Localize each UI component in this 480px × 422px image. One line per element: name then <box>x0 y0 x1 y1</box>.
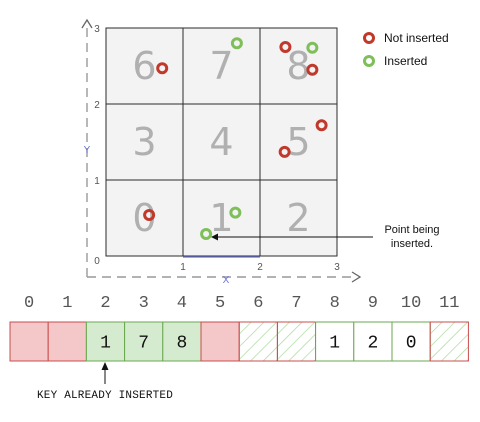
grid-cell-2 <box>259 179 338 257</box>
grid-cell-6 <box>105 27 184 105</box>
already-inserted-caption: KEY ALREADY INSERTED <box>37 390 173 402</box>
array-index-label: 2 <box>100 294 110 313</box>
array-index-label: 10 <box>401 294 421 313</box>
array-slot-hatched <box>238 321 278 362</box>
x-tick-label: 1 <box>180 262 186 273</box>
grid-cell-1 <box>182 179 261 257</box>
array-index-label: 1 <box>62 294 72 313</box>
grid-cell-number: 6 <box>132 44 156 88</box>
grid-cell-8 <box>259 27 338 105</box>
array-slot-key: 8 <box>176 334 187 354</box>
array-slot-key: 0 <box>406 334 417 354</box>
grid-cell-number: 5 <box>286 120 310 164</box>
y-tick-label: 2 <box>94 100 100 111</box>
legend-not-inserted-marker <box>363 32 375 44</box>
array-index-label: 5 <box>215 294 225 313</box>
point-being-inserted <box>200 227 213 240</box>
inserted-point <box>230 37 243 50</box>
legend: Not inserted Inserted <box>363 31 449 68</box>
inserted-point <box>229 206 242 219</box>
not-inserted-point <box>156 62 169 75</box>
hash-array: 0 1 2 3 4 5 6 7 8 9 10 111 7 8 1 2 0 <box>9 294 469 362</box>
y-axis-label: Y <box>84 145 91 156</box>
annotation-arrow-head <box>211 233 218 241</box>
grid-cell-number: 3 <box>132 120 156 164</box>
array-slot-green <box>162 321 202 362</box>
x-tick-label: 3 <box>334 262 340 273</box>
legend-inserted-marker <box>363 55 375 67</box>
grid-cell-number: 7 <box>209 44 233 88</box>
x-axis-arrow <box>351 271 362 283</box>
not-inserted-point <box>306 63 319 76</box>
array-index-label: 8 <box>330 294 340 313</box>
array-slot-green <box>124 321 164 362</box>
y-tick-label: 1 <box>94 176 100 187</box>
y-tick-label: 3 <box>94 24 100 35</box>
origin-label: 0 <box>94 256 100 267</box>
array-slot-hatched <box>276 321 317 362</box>
array-slot-key: 1 <box>100 334 111 354</box>
array-slot-empty <box>353 321 393 362</box>
array-slot-red <box>9 321 49 362</box>
annotation-line-1: Point being <box>384 224 439 236</box>
grid-cell-7 <box>182 27 261 105</box>
array-index-label: 9 <box>368 294 378 313</box>
legend-not-inserted-label: Not inserted <box>384 31 449 45</box>
inserted-point <box>306 41 319 54</box>
legend-inserted-label: Inserted <box>384 54 427 68</box>
y-axis-arrow <box>81 18 93 29</box>
x-axis-label: X <box>223 275 230 286</box>
array-slot-key: 2 <box>367 334 378 354</box>
array-index-label: 3 <box>139 294 149 313</box>
already-inserted-callout: KEY ALREADY INSERTED <box>37 362 173 402</box>
grid-axes: 0 1 2 3 3 2 1 X Y <box>81 18 362 286</box>
insert-annotation: Point being inserted. <box>211 224 440 250</box>
grid-cell-number: 1 <box>209 196 233 240</box>
array-slot-red <box>47 321 87 362</box>
not-inserted-point <box>143 208 156 221</box>
array-slot-key: 1 <box>329 334 340 354</box>
array-slot-empty <box>315 321 355 362</box>
x-tick-label: 2 <box>257 262 263 273</box>
array-slot-hatched <box>429 321 469 362</box>
array-slot-red <box>200 321 240 362</box>
grid-cell-number: 8 <box>286 44 310 88</box>
grid-cell-number: 2 <box>286 196 310 240</box>
grid-plot: 6 7 83 4 50 1 2 <box>105 27 338 257</box>
not-inserted-point <box>279 41 292 53</box>
array-slot-green <box>85 321 126 362</box>
array-index-label: 6 <box>253 294 263 313</box>
grid-cell-number: 4 <box>209 120 233 164</box>
array-slot-key: 7 <box>138 334 149 354</box>
callout-arrow-head <box>101 362 109 370</box>
array-index-label: 4 <box>177 294 187 313</box>
array-index-label: 7 <box>291 294 301 313</box>
not-inserted-point <box>315 119 328 132</box>
not-inserted-point <box>278 145 291 158</box>
grid-points <box>143 37 328 240</box>
annotation-line-2: inserted. <box>391 238 433 250</box>
array-index-label: 0 <box>24 294 34 313</box>
array-index-label: 11 <box>439 294 459 313</box>
